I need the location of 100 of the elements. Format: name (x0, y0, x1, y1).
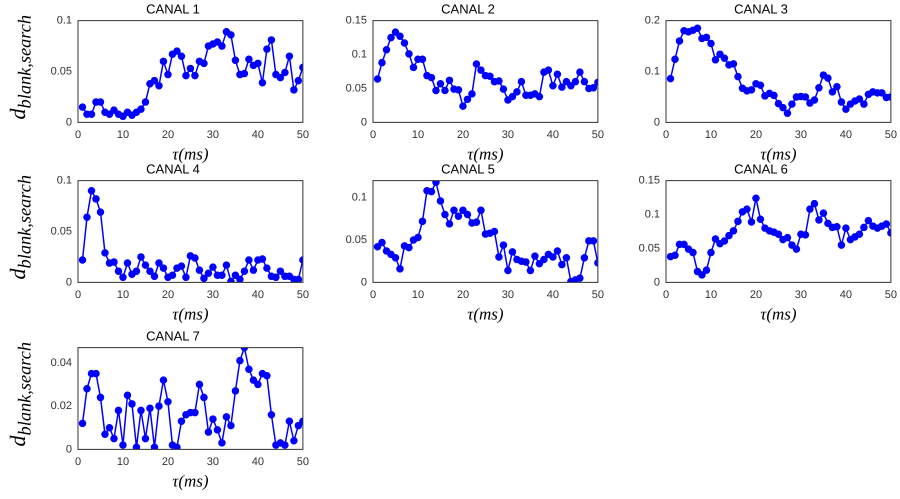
point (856, 230, 864, 238)
point (106, 424, 114, 432)
x-tick-label: 40 (252, 456, 264, 468)
point (513, 88, 521, 96)
point (788, 241, 796, 249)
point (178, 262, 186, 270)
point (137, 406, 145, 414)
point (720, 237, 728, 245)
point (164, 398, 172, 406)
point (671, 252, 679, 260)
point (410, 64, 418, 72)
point (536, 260, 544, 268)
x-tick-label: 30 (206, 129, 220, 142)
point (802, 93, 810, 101)
y-tick-label: 0.1 (352, 192, 367, 204)
point (110, 434, 118, 442)
point (725, 232, 733, 240)
x-tick-label: 20 (162, 129, 174, 142)
point (173, 47, 181, 55)
point (142, 434, 150, 442)
point (526, 266, 534, 274)
y-tick-label: 0.1 (644, 66, 660, 78)
y-tick-label: 0.1 (56, 14, 72, 27)
point (748, 86, 756, 94)
point (209, 263, 217, 271)
point (459, 102, 467, 110)
point (96, 394, 104, 402)
point (414, 234, 422, 242)
point (712, 235, 720, 243)
point (756, 216, 764, 224)
point (689, 248, 697, 256)
point (232, 272, 240, 280)
x-tick-label: 30 (502, 129, 514, 142)
point (110, 106, 118, 114)
point (227, 422, 235, 430)
point (263, 264, 271, 272)
x-tick-label: 0 (370, 129, 376, 142)
point (864, 216, 872, 224)
x-tick-label: 40 (840, 129, 852, 142)
point (743, 205, 751, 213)
x-tick-label: 40 (252, 129, 264, 142)
chart-title: CANAL 7 (146, 328, 200, 344)
point (549, 82, 557, 90)
point (218, 42, 226, 50)
x-axis-title: τ(ms) (760, 144, 797, 164)
point (160, 376, 168, 384)
point (882, 220, 890, 228)
x-tick-label: 30 (206, 456, 220, 468)
x-tick-label: 0 (662, 289, 670, 302)
point (286, 52, 294, 60)
point (730, 227, 738, 235)
point (281, 68, 289, 76)
point (671, 56, 679, 64)
point (472, 218, 480, 226)
point (536, 92, 544, 100)
x-tick-label: 30 (206, 289, 220, 302)
point (432, 86, 440, 94)
point (200, 60, 208, 68)
point (240, 267, 248, 275)
point (824, 74, 832, 82)
point (707, 248, 715, 256)
point (446, 220, 454, 228)
point (294, 422, 302, 430)
point (428, 74, 436, 82)
y-tick-label: 0.15 (638, 174, 660, 187)
point (810, 96, 818, 104)
point (770, 92, 778, 100)
point (504, 266, 512, 274)
point (531, 252, 539, 260)
point (576, 68, 584, 76)
point (254, 60, 262, 68)
point (405, 50, 413, 58)
y-tick-label: 0.1 (56, 174, 72, 187)
point (196, 380, 204, 388)
point (405, 244, 413, 252)
y-tick-label: 0.05 (346, 234, 367, 246)
point (290, 86, 298, 94)
point (119, 112, 127, 120)
x-tick-label: 50 (296, 129, 310, 142)
point (268, 36, 276, 44)
point (810, 200, 818, 208)
point (294, 76, 302, 84)
point (748, 218, 756, 226)
point (558, 260, 566, 268)
x-tick-label: 10 (704, 289, 718, 302)
point (576, 274, 584, 282)
point (856, 95, 864, 103)
point (101, 430, 109, 438)
point (508, 248, 516, 256)
point (784, 234, 792, 242)
point (702, 34, 710, 42)
point (272, 274, 280, 282)
point (236, 276, 244, 282)
point (182, 72, 190, 80)
point (833, 223, 841, 230)
point (554, 247, 562, 255)
chart-title: CANAL 6 (734, 161, 788, 176)
point (828, 88, 836, 96)
point (83, 214, 91, 221)
point (428, 188, 436, 196)
